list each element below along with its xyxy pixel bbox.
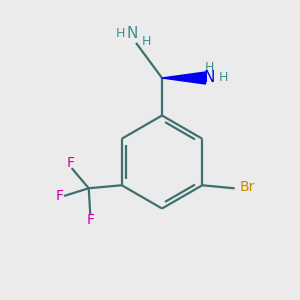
Polygon shape [162,72,206,84]
Text: H: H [219,71,228,84]
Text: H: H [142,35,151,48]
Text: Br: Br [239,180,254,194]
Text: H: H [204,61,214,74]
Text: N: N [127,26,138,41]
Text: F: F [87,213,95,227]
Text: N: N [203,70,215,85]
Text: F: F [67,156,75,170]
Text: H: H [115,27,125,40]
Text: F: F [55,189,63,203]
